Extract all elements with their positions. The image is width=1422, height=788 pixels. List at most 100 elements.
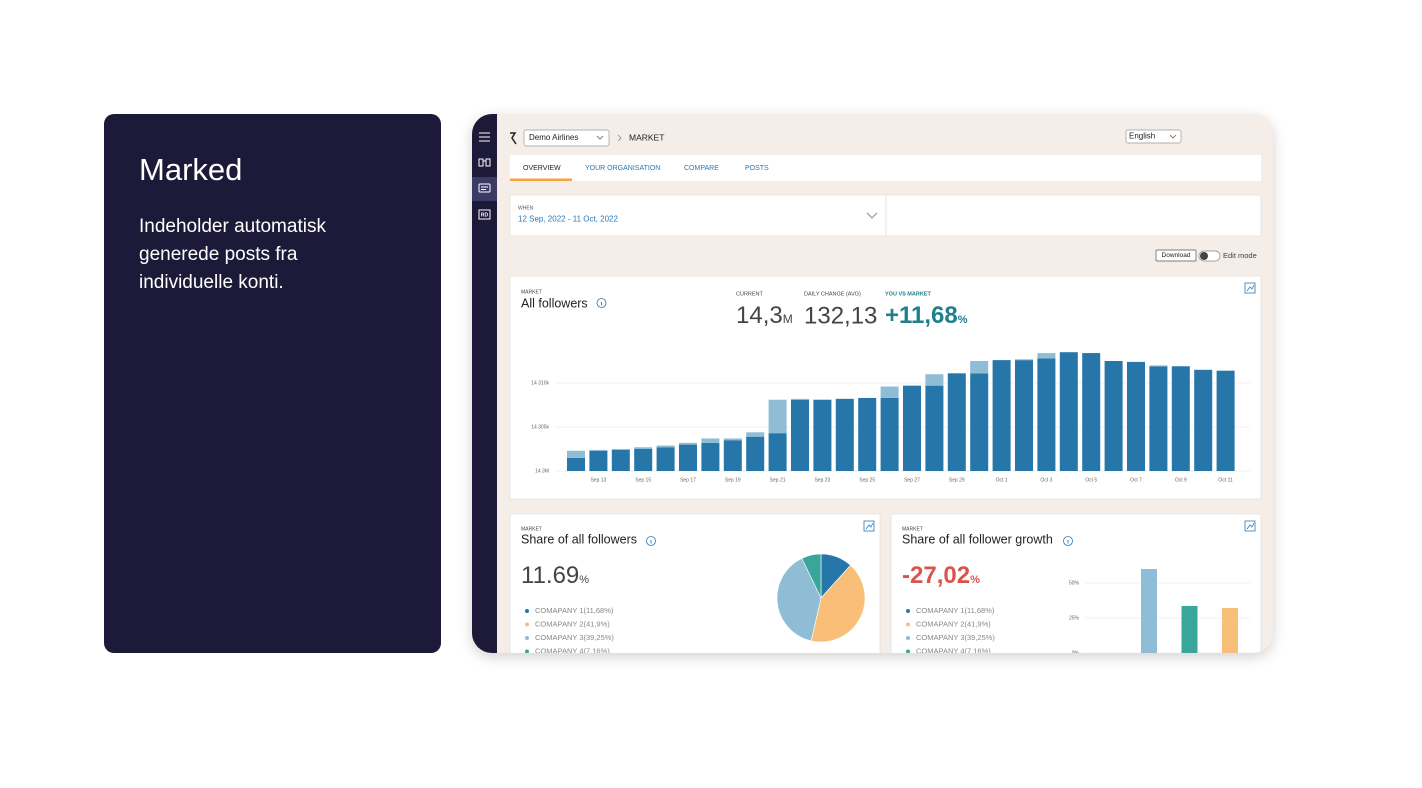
x-tick-label: Sep 19 bbox=[725, 477, 741, 483]
card-title: Share of all follower growth bbox=[902, 532, 1053, 546]
date-filter[interactable] bbox=[509, 194, 887, 237]
bar bbox=[1015, 359, 1033, 361]
legend-label: COMAPANY 3(39,25%) bbox=[535, 633, 614, 642]
filter-label: WHEN bbox=[518, 205, 534, 211]
bar bbox=[589, 450, 608, 471]
legend-label: COMAPANY 3(39,25%) bbox=[916, 633, 995, 642]
bar bbox=[791, 399, 809, 471]
x-tick-label: Oct 3 bbox=[1040, 477, 1052, 483]
posts-icon[interactable] bbox=[478, 183, 491, 193]
tab[interactable]: YOUR ORGANISATION bbox=[585, 165, 660, 172]
legend-marker bbox=[525, 609, 529, 613]
badge-icon[interactable] bbox=[478, 209, 491, 220]
intro-text: generede posts fra bbox=[139, 244, 298, 265]
legend-label: COMAPANY 1(11,68%) bbox=[535, 606, 614, 615]
bar bbox=[656, 445, 675, 448]
bar bbox=[567, 450, 585, 458]
stat-value: 14,3M bbox=[736, 302, 793, 329]
x-tick-label: Oct 9 bbox=[1175, 477, 1187, 483]
legend-marker bbox=[525, 622, 529, 627]
menu-icon[interactable] bbox=[479, 132, 490, 142]
info-icon[interactable] bbox=[646, 536, 656, 546]
info-icon[interactable] bbox=[596, 298, 607, 308]
legend-marker bbox=[906, 649, 910, 653]
x-tick-label: Oct 7 bbox=[1130, 477, 1142, 483]
language-select-text: English bbox=[1129, 132, 1155, 141]
x-tick-label: Oct 1 bbox=[996, 477, 1008, 483]
bar bbox=[1037, 358, 1056, 471]
legend-label: COMAPANY 2(41,9%) bbox=[535, 619, 610, 628]
download-button[interactable] bbox=[1155, 249, 1197, 262]
chart-icon[interactable] bbox=[863, 520, 875, 532]
bar bbox=[791, 398, 809, 400]
language-select[interactable] bbox=[1125, 129, 1182, 144]
bar bbox=[723, 440, 742, 471]
bar bbox=[880, 397, 899, 471]
bar bbox=[701, 442, 720, 471]
x-tick-label: Sep 25 bbox=[859, 477, 875, 483]
stat-label: CURRENT bbox=[736, 291, 764, 297]
edit-mode-label: Edit mode bbox=[1223, 251, 1257, 260]
legend-label: COMAPANY 1(11,68%) bbox=[916, 606, 995, 615]
bar bbox=[880, 386, 899, 398]
legend-marker bbox=[906, 636, 910, 640]
screenshot: RD Demo Airlines MARKET English OVERVIEW… bbox=[472, 114, 1273, 653]
bar bbox=[768, 399, 787, 434]
chart-icon[interactable] bbox=[1244, 282, 1256, 294]
info-icon[interactable] bbox=[1063, 536, 1073, 546]
bar bbox=[835, 398, 854, 471]
org-select[interactable] bbox=[523, 129, 610, 147]
stat-value: 132,13 bbox=[804, 302, 877, 329]
bar bbox=[1104, 361, 1123, 471]
stat-value: +11,68% bbox=[885, 302, 968, 329]
y-tick-label: 0% bbox=[1072, 650, 1080, 653]
org-select-text: Demo Airlines bbox=[529, 133, 578, 142]
bar bbox=[1222, 608, 1238, 653]
tab[interactable]: COMPARE bbox=[684, 165, 719, 172]
card-kicker: MARKET bbox=[521, 289, 542, 295]
bar bbox=[1059, 352, 1078, 471]
bar bbox=[679, 442, 697, 445]
bar bbox=[701, 438, 720, 443]
breadcrumb-separator bbox=[617, 134, 622, 142]
y-tick-label: 14 305k bbox=[531, 424, 549, 430]
chart-icon[interactable] bbox=[1244, 520, 1256, 532]
filter-box[interactable] bbox=[885, 194, 1262, 237]
legend-marker bbox=[906, 609, 910, 613]
legend-marker bbox=[906, 622, 910, 627]
bar bbox=[768, 433, 787, 471]
bar bbox=[589, 449, 608, 451]
x-tick-label: Sep 17 bbox=[680, 477, 696, 483]
bar bbox=[813, 399, 832, 471]
growth-value: -27,02% bbox=[902, 562, 980, 589]
y-tick-label: 50% bbox=[1069, 580, 1080, 586]
bar bbox=[746, 436, 765, 471]
bar bbox=[656, 447, 675, 471]
bar bbox=[1082, 353, 1101, 471]
tab[interactable]: POSTS bbox=[745, 165, 769, 172]
bar bbox=[1149, 365, 1168, 367]
logo bbox=[510, 132, 517, 145]
tab-bar bbox=[510, 155, 1261, 181]
tab[interactable]: OVERVIEW bbox=[523, 165, 561, 172]
chevron bbox=[1169, 134, 1177, 139]
legend-label: COMAPANY 4(7,16%) bbox=[535, 646, 610, 653]
bar bbox=[1141, 569, 1157, 653]
bar bbox=[992, 360, 1011, 471]
bar bbox=[634, 449, 653, 471]
binoculars-icon[interactable] bbox=[478, 158, 491, 167]
share-value: 11.69% bbox=[521, 562, 589, 589]
x-tick-label: Sep 15 bbox=[635, 477, 651, 483]
chevron bbox=[596, 135, 604, 140]
app: RD Demo Airlines MARKET English OVERVIEW… bbox=[472, 114, 1262, 653]
y-tick-label: 25% bbox=[1069, 615, 1080, 621]
bar bbox=[1127, 361, 1145, 471]
bar bbox=[1171, 366, 1190, 471]
bar bbox=[970, 361, 989, 374]
bar bbox=[611, 449, 630, 450]
bar bbox=[634, 447, 653, 449]
bar bbox=[1037, 353, 1056, 359]
growth-card bbox=[890, 513, 1262, 653]
bar bbox=[947, 373, 966, 471]
